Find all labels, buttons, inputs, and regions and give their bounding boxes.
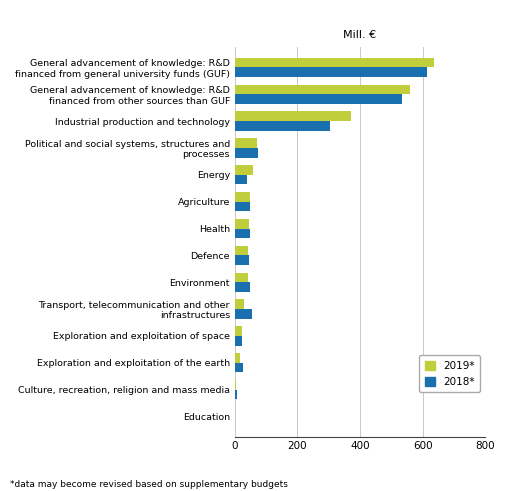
- Legend: 2019*, 2018*: 2019*, 2018*: [418, 355, 479, 392]
- Bar: [235, 94, 402, 104]
- Text: Mill. €: Mill. €: [343, 29, 376, 39]
- Bar: [235, 202, 249, 211]
- Bar: [235, 353, 240, 363]
- Bar: [235, 58, 433, 67]
- Bar: [235, 363, 242, 372]
- Bar: [235, 389, 237, 399]
- Bar: [235, 255, 248, 265]
- Bar: [235, 228, 249, 238]
- Bar: [235, 273, 247, 282]
- Bar: [235, 282, 249, 292]
- Bar: [235, 246, 248, 255]
- Bar: [235, 219, 249, 228]
- Bar: [235, 67, 427, 77]
- Text: *data may become revised based on supplementary budgets: *data may become revised based on supple…: [10, 480, 288, 489]
- Bar: [235, 309, 251, 319]
- Bar: [235, 336, 241, 346]
- Bar: [235, 165, 252, 175]
- Bar: [235, 111, 350, 121]
- Bar: [235, 148, 257, 158]
- Bar: [235, 300, 244, 309]
- Bar: [235, 380, 236, 389]
- Bar: [235, 84, 409, 94]
- Bar: [235, 138, 257, 148]
- Bar: [235, 175, 246, 185]
- Bar: [235, 192, 249, 202]
- Bar: [235, 121, 330, 131]
- Bar: [235, 326, 241, 336]
